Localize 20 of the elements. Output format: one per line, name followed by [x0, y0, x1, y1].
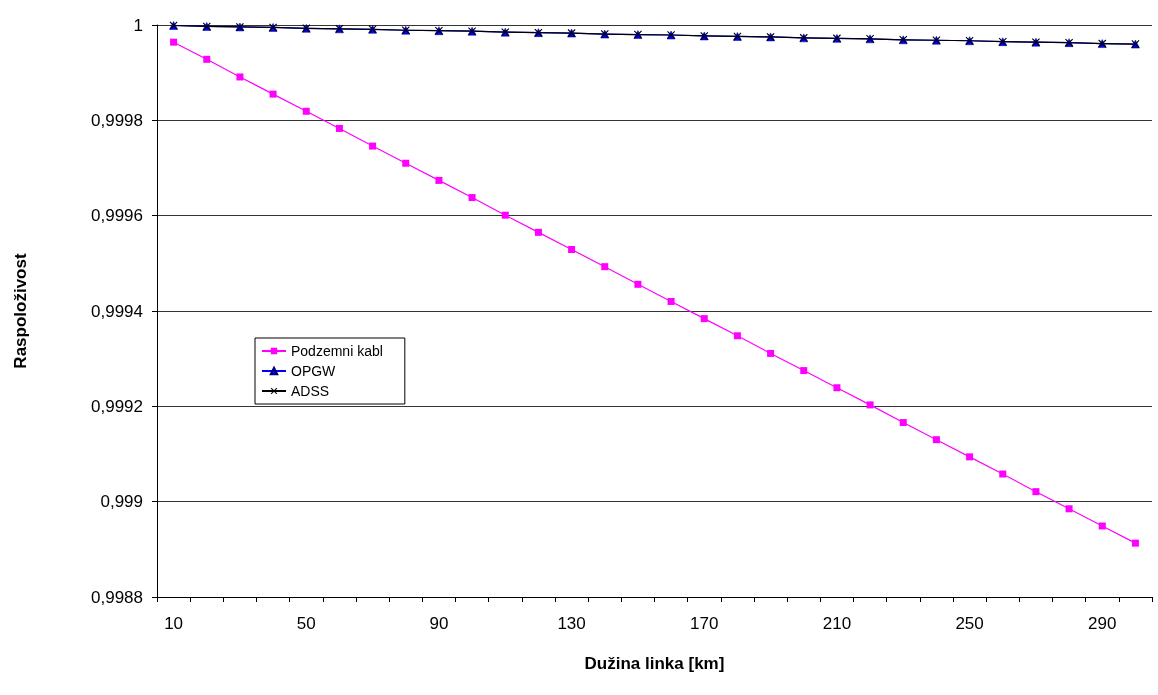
legend-label: Podzemni kabl	[291, 343, 383, 359]
x-tick-label: 10	[164, 614, 184, 633]
x-tick-label: 50	[296, 614, 316, 633]
y-tick-label: 0,9992	[91, 396, 143, 416]
legend-label: OPGW	[291, 363, 337, 379]
x-tick-label: 90	[429, 614, 449, 633]
x-tick-label: 250	[955, 614, 984, 633]
x-tick-label: 210	[822, 614, 852, 633]
x-axis-title: Dužina linka [km]	[584, 654, 725, 673]
y-axis-title: Raspoloživost	[11, 253, 30, 369]
x-tick-label: 170	[690, 614, 719, 633]
legend-label: ADSS	[291, 383, 330, 399]
y-tick-label: 0,9998	[91, 110, 143, 130]
x-tick-label: 290	[1088, 614, 1117, 633]
y-tick-label: 0,9988	[91, 587, 143, 607]
y-tick-label: 0,999	[100, 492, 143, 512]
y-tick-label: 0,9994	[91, 301, 143, 321]
y-tick-label: 1	[133, 15, 143, 35]
y-tick-label: 0,9996	[91, 206, 143, 226]
x-tick-label: 130	[557, 614, 586, 633]
